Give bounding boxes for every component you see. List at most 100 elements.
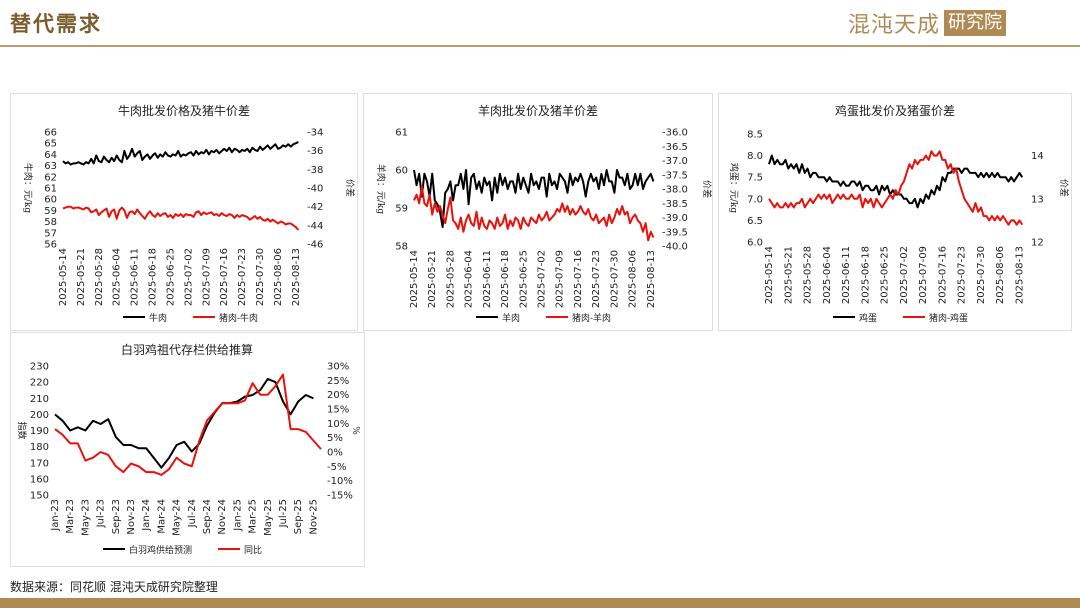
x-tick-label: 2025-06-18	[148, 248, 159, 306]
y-tick-label: 59	[44, 206, 57, 217]
legend-label: 白羽鸡供给预测	[129, 544, 192, 556]
x-tick-label: 2025-08-06	[995, 246, 1006, 304]
y2-tick-label: 15%	[327, 405, 349, 416]
x-tick-label: 2025-05-14	[409, 250, 420, 308]
series-line-0	[54, 377, 314, 469]
x-tick-label: 2025-07-16	[219, 248, 230, 306]
x-tick-label: 2025-06-18	[500, 250, 511, 308]
x-tick-label: 2025-07-16	[573, 250, 584, 308]
y2-tick-label: 30%	[327, 362, 349, 373]
x-tick-label: 2025-07-23	[591, 250, 602, 308]
x-tick-label: 2025-06-25	[518, 250, 529, 308]
y2-tick-label: 10%	[327, 419, 349, 430]
series-line-0	[62, 141, 299, 166]
chart-title: 鸡蛋批发价及猪蛋价差	[835, 103, 955, 118]
y-tick-label: 210	[30, 394, 49, 405]
y2-tick-label: 12	[1031, 238, 1044, 249]
y-tick-label: 170	[30, 458, 49, 469]
y-axis-label: 羊肉：元/kg	[375, 164, 387, 214]
x-tick-label: 2025-05-28	[803, 246, 814, 304]
header-divider	[0, 45, 1080, 47]
y2-tick-label: 25%	[327, 376, 349, 387]
x-tick-label: 2025-05-14	[58, 248, 69, 306]
y-tick-label: 58	[44, 217, 57, 228]
chart-panel-egg: 鸡蛋批发价及猪蛋价差 2025-05-14 2025-05-21 2025-05-28…	[718, 93, 1072, 331]
y-tick-label: 220	[30, 378, 49, 389]
series-line-1	[62, 205, 300, 231]
y-tick-label: 60	[44, 195, 57, 206]
y2-tick-label: -15%	[327, 491, 353, 502]
y2-axis-label: 价差	[1058, 179, 1070, 197]
y-tick-label: 58	[395, 242, 408, 253]
chart-title: 白羽鸡祖代存栏供给推算	[121, 342, 253, 357]
broiler-chart-svg: 白羽鸡祖代存栏供给推算 Jan-23 Mar-23 May-23 Jul-23 Sep-2…	[16, 342, 360, 556]
x-tick-label: 2025-05-21	[427, 250, 438, 308]
legend-label: 鸡蛋	[859, 312, 877, 324]
egg-chart-svg: 鸡蛋批发价及猪蛋价差 2025-05-14 2025-05-21 2025-05-28…	[728, 103, 1070, 324]
x-tick-label: Nov-23	[126, 499, 137, 535]
y2-tick-label: -5%	[327, 462, 346, 473]
legend-label: 猪肉-牛肉	[219, 312, 258, 324]
x-tick-label: 2025-05-28	[94, 248, 105, 306]
x-tick-label: Mar-23	[65, 499, 76, 534]
y2-tick-label: -42	[307, 202, 323, 213]
y-tick-label: 160	[30, 474, 49, 485]
x-tick-label: Jul-25	[278, 499, 289, 528]
x-tick-label: 2025-06-18	[860, 246, 871, 304]
y2-tick-label: -10%	[327, 476, 353, 487]
y2-tick-label: -38.0	[662, 185, 688, 196]
mutton-chart-svg: 羊肉批发价及猪羊价差 2025-05-14 2025-05-21 2025-05-28…	[375, 103, 712, 324]
y2-tick-label: 20%	[327, 390, 349, 401]
y-tick-label: 61	[44, 184, 57, 195]
chart-panel-beef: 牛肉批发价格及猪牛价差 2025-05-14 2025-05-21 2025-05-2…	[10, 93, 358, 331]
x-tick-label: Nov-24	[217, 499, 228, 535]
x-tick-label: 2025-08-13	[1014, 246, 1025, 304]
x-tick-label: 2025-06-04	[464, 250, 475, 308]
y2-tick-label: -36.5	[662, 142, 688, 153]
x-tick-label: Nov-25	[308, 499, 319, 535]
y2-tick-label: -38	[307, 165, 323, 176]
y2-tick-label: 14	[1031, 151, 1044, 162]
x-tick-label: Jul-23	[96, 499, 107, 528]
x-tick-label: May-23	[80, 499, 91, 536]
series-line-1	[54, 373, 322, 476]
y-tick-label: 190	[30, 426, 49, 437]
logo-box-text: 研究院	[944, 10, 1007, 36]
y-tick-label: 63	[44, 161, 57, 172]
series-line-0	[768, 154, 1024, 209]
y-tick-label: 8.5	[747, 130, 763, 141]
chart-panel-mutton: 羊肉批发价及猪羊价差 2025-05-14 2025-05-21 2025-05-28…	[363, 93, 713, 331]
x-tick-label: 2025-07-30	[609, 250, 620, 308]
y2-tick-label: -39.0	[662, 213, 688, 224]
x-tick-label: 2025-05-21	[76, 248, 87, 306]
x-tick-label: May-25	[263, 499, 274, 536]
series-line-0	[413, 169, 655, 228]
footer-bar	[0, 598, 1080, 608]
x-tick-label: 2025-07-30	[255, 248, 266, 306]
series-line-1	[768, 150, 1024, 226]
legend-label: 猪肉-羊肉	[572, 312, 611, 324]
x-tick-label: Sep-25	[293, 499, 304, 534]
x-tick-label: 2025-05-14	[764, 246, 775, 304]
series-line-1	[413, 185, 655, 242]
legend-label: 牛肉	[149, 312, 167, 324]
y-tick-label: 56	[44, 240, 57, 251]
chart-title: 牛肉批发价格及猪牛价差	[118, 103, 250, 118]
y-tick-label: 66	[44, 128, 57, 139]
x-tick-label: 2025-07-02	[537, 250, 548, 308]
x-tick-label: 2025-06-11	[482, 250, 493, 308]
x-tick-label: 2025-07-23	[957, 246, 968, 304]
x-tick-label: 2025-07-02	[899, 246, 910, 304]
legend-label: 羊肉	[502, 312, 520, 324]
y-tick-label: 64	[44, 150, 57, 161]
y2-axis-label: %	[350, 426, 360, 435]
y-tick-label: 6.0	[747, 238, 763, 249]
x-tick-label: 2025-08-13	[646, 250, 657, 308]
y-tick-label: 200	[30, 410, 49, 421]
y2-tick-label: -34	[307, 128, 323, 139]
x-tick-label: 2025-05-21	[783, 246, 794, 304]
x-tick-label: 2025-06-04	[822, 246, 833, 304]
y-axis-label: 指数	[16, 421, 28, 439]
y2-tick-label: -36.0	[662, 128, 688, 139]
x-tick-label: Jan-25	[232, 499, 243, 532]
